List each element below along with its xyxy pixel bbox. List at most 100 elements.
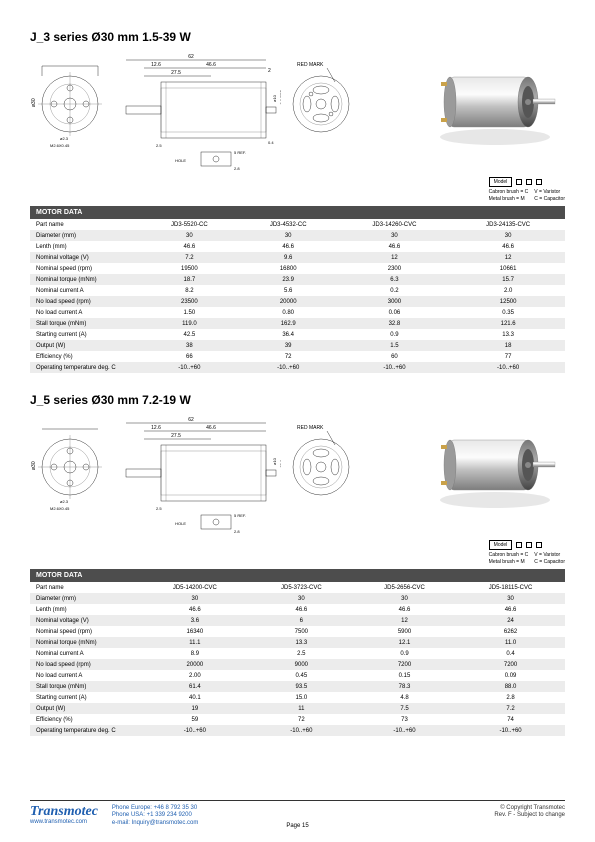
table-row: Efficiency (%)66726077 [30, 351, 565, 362]
j5-front-drawing: ø30 M2.6X0.45 ø2.3 [30, 415, 110, 515]
param-name: Output (W) [30, 340, 140, 351]
param-value: 42.5 [140, 329, 239, 340]
footer-phone-eu: Phone Europe: +46 8 792 35 30 [112, 805, 198, 813]
param-value: 46.6 [140, 241, 239, 252]
param-value: 9000 [250, 659, 353, 670]
param-value: 93.5 [250, 681, 353, 692]
param-value: 8.9 [140, 648, 250, 659]
param-value: 1.50 [140, 307, 239, 318]
param-value: 30 [451, 230, 565, 241]
j3-front-drawing: ø30 M2.6X0.45 ø2.3 [30, 52, 110, 152]
svg-text:ø22.8: ø22.8 [279, 459, 281, 470]
param-value: -10..+60 [338, 362, 452, 373]
param-name: Nominal voltage (V) [30, 252, 140, 263]
param-name: No load current A [30, 670, 140, 681]
j3-motor-render [425, 52, 565, 152]
param-value: 5900 [353, 626, 456, 637]
param-name: Starting current (A) [30, 692, 140, 703]
table-row: No load speed (rpm)20000900072007200 [30, 659, 565, 670]
svg-text:M2.6X0.45: M2.6X0.45 [50, 506, 70, 511]
table-row: Nominal torque (mNm)11.113.312.111.0 [30, 637, 565, 648]
param-name: Starting current (A) [30, 329, 140, 340]
param-value: JD5-14200-CVC [140, 582, 250, 593]
param-name: Lenth (mm) [30, 604, 140, 615]
param-name: Nominal voltage (V) [30, 615, 140, 626]
svg-text:ø2.8 REF.: ø2.8 REF. [279, 89, 281, 107]
dim-main-dia: ø30 [31, 98, 37, 107]
svg-text:2.8: 2.8 [234, 529, 240, 534]
param-name: Efficiency (%) [30, 351, 140, 362]
param-name: Efficiency (%) [30, 714, 140, 725]
param-value: -10..+60 [456, 725, 565, 736]
param-value: 36.4 [239, 329, 338, 340]
param-value: 0.15 [353, 670, 456, 681]
param-value: 119.0 [140, 318, 239, 329]
param-value: 20000 [239, 296, 338, 307]
param-value: 30 [353, 593, 456, 604]
param-value: 23500 [140, 296, 239, 307]
param-value: 46.6 [353, 604, 456, 615]
param-value: 1.5 [338, 340, 452, 351]
section2-title: J_5 series Ø30 mm 7.2-19 W [30, 393, 565, 407]
param-value: 15.0 [250, 692, 353, 703]
j3-rear-drawing: RED MARK [287, 52, 359, 152]
param-value: 77 [451, 351, 565, 362]
param-value: 23.9 [239, 274, 338, 285]
table-row: Lenth (mm)46.646.646.646.6 [30, 241, 565, 252]
param-value: 30 [338, 230, 452, 241]
footer-email: e-mail: Inquiry@transmotec.com [112, 820, 198, 828]
param-value: -10..+60 [140, 362, 239, 373]
table-row: Nominal voltage (V)7.29.61212 [30, 252, 565, 263]
footer-phone-us: Phone USA: +1 339 234 9200 [112, 812, 198, 820]
table-row: No load speed (rpm)2350020000300012500 [30, 296, 565, 307]
svg-text:62: 62 [188, 417, 194, 423]
j5-motor-data-table: MOTOR DATA Part nameJD5-14200-CVCJD5-372… [30, 569, 565, 736]
param-value: 46.6 [250, 604, 353, 615]
param-value: 3000 [338, 296, 452, 307]
param-value: 5.6 [239, 285, 338, 296]
svg-text:2.5: 2.5 [156, 506, 162, 511]
param-name: Diameter (mm) [30, 593, 140, 604]
param-value: 60 [338, 351, 452, 362]
param-value: 12.1 [353, 637, 456, 648]
param-name: Nominal current A [30, 285, 140, 296]
param-value: 12 [451, 252, 565, 263]
param-value: 72 [250, 714, 353, 725]
section1-title: J_3 series Ø30 mm 1.5-39 W [30, 30, 565, 44]
param-name: Nominal torque (mNm) [30, 637, 140, 648]
param-value: 24 [456, 615, 565, 626]
param-value: 0.09 [456, 670, 565, 681]
param-value: 30 [456, 593, 565, 604]
param-name: Lenth (mm) [30, 241, 140, 252]
param-value: 0.9 [353, 648, 456, 659]
svg-text:HOLE: HOLE [175, 158, 186, 163]
param-value: 2.00 [140, 670, 250, 681]
param-name: Nominal torque (mNm) [30, 274, 140, 285]
svg-text:27.5: 27.5 [171, 70, 181, 76]
table-row: Starting current (A)42.536.40.913.3 [30, 329, 565, 340]
param-value: 2.8 [456, 692, 565, 703]
param-value: 0.45 [250, 670, 353, 681]
param-value: 19500 [140, 263, 239, 274]
param-value: 2.5 [250, 648, 353, 659]
param-name: Stall torque (mNm) [30, 681, 140, 692]
param-value: 72 [239, 351, 338, 362]
svg-text:ø2.3: ø2.3 [60, 499, 69, 504]
table-row: Operating temperature deg. C-10..+60-10.… [30, 362, 565, 373]
param-value: 9.6 [239, 252, 338, 263]
footer-copyright: © Copyright Transmotec [494, 805, 565, 813]
param-name: Stall torque (mNm) [30, 318, 140, 329]
param-value: 6 [250, 615, 353, 626]
param-value: 0.4 [456, 648, 565, 659]
svg-text:62: 62 [188, 54, 194, 60]
param-name: Part name [30, 219, 140, 230]
param-value: 6262 [456, 626, 565, 637]
svg-text:2.5: 2.5 [156, 143, 162, 148]
param-value: 88.0 [456, 681, 565, 692]
footer-page-number: Page 15 [286, 823, 308, 829]
param-value: JD3-14260-CVC [338, 219, 452, 230]
j3-table-header: MOTOR DATA [30, 206, 565, 219]
table-row: Part nameJD3-5520-CCJD3-4532-CCJD3-14260… [30, 219, 565, 230]
table-row: Diameter (mm)30303030 [30, 593, 565, 604]
param-value: 73 [353, 714, 456, 725]
